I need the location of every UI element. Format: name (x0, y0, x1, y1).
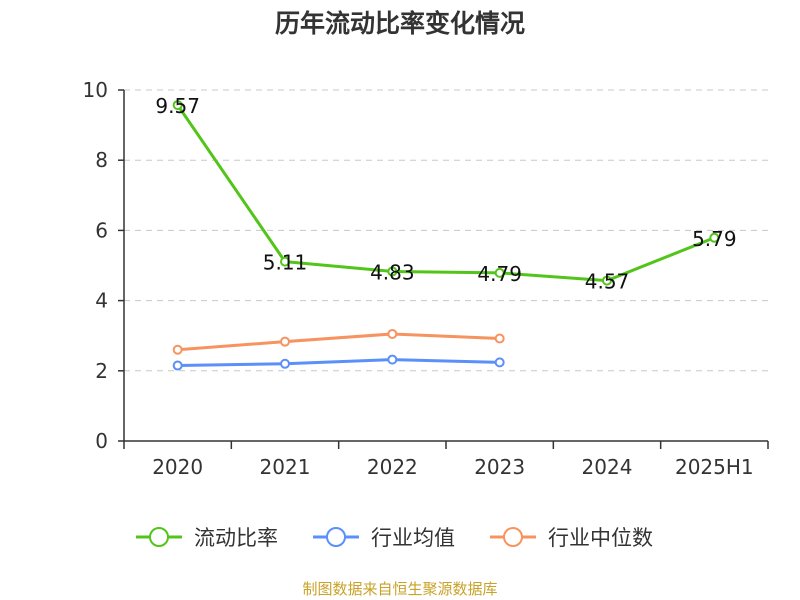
legend-label: 流动比率 (194, 526, 278, 550)
y-tick-label: 6 (95, 218, 108, 242)
grid-lines (124, 89, 768, 372)
data-point-1 (172, 360, 183, 371)
legend-item[interactable]: 流动比率 (136, 526, 278, 550)
data-point-0 (172, 100, 183, 111)
legend: 流动比率 行业均值 行业中位数 (136, 526, 653, 550)
x-tick-label: 2021 (260, 455, 311, 479)
x-tick-label: 2025H1 (675, 455, 754, 479)
data-point-2 (172, 344, 183, 355)
data-label: 9.57 (155, 94, 200, 118)
data-point-1 (280, 358, 290, 369)
series-layer (172, 100, 720, 371)
x-tick-label: 2020 (152, 455, 203, 479)
data-label: 5.11 (263, 251, 308, 275)
data-point-2 (387, 328, 398, 339)
x-tick-label: 2023 (474, 455, 525, 479)
data-point-0 (709, 232, 720, 243)
data-point-0 (494, 267, 505, 278)
y-tick-label: 2 (95, 359, 108, 383)
legend-label: 行业中位数 (548, 526, 653, 550)
y-tick-label: 10 (83, 78, 108, 102)
series-line-2 (177, 332, 500, 352)
data-label: 4.57 (585, 270, 630, 294)
series-line-1 (177, 358, 500, 368)
source-note: 制图数据来自恒生聚源数据库 (302, 580, 497, 598)
data-point-0 (280, 256, 290, 267)
data-label: 4.83 (370, 260, 415, 284)
x-tick-label: 2024 (582, 455, 633, 479)
series-line-0 (176, 104, 715, 283)
legend-swatch-marker (503, 527, 523, 547)
y-tick-label: 4 (95, 289, 108, 313)
data-point-2 (494, 333, 505, 344)
data-point-1 (387, 354, 398, 365)
data-label: 4.79 (477, 262, 522, 286)
axes: 0 2 4 6 8 10 2020 2021 2022 2023 2024 2025H1 (83, 78, 769, 479)
data-point-1 (494, 357, 505, 368)
legend-swatch-marker (326, 527, 346, 547)
legend-swatch-marker (149, 527, 169, 547)
legend-label: 行业均值 (371, 526, 455, 550)
y-tick-label: 8 (95, 148, 108, 172)
data-point-0 (602, 275, 612, 286)
chart-title: 历年流动比率变化情况 (275, 9, 525, 38)
data-point-2 (280, 336, 290, 347)
legend-item[interactable]: 行业中位数 (490, 526, 653, 550)
y-tick-label: 0 (95, 429, 108, 453)
data-point-0 (387, 266, 398, 277)
x-tick-label: 2022 (367, 455, 418, 479)
data-labels: 9.57 5.11 4.83 4.79 4.57 5.79 (155, 94, 736, 293)
data-label: 5.79 (692, 227, 737, 251)
legend-item[interactable]: 行业均值 (313, 526, 455, 550)
